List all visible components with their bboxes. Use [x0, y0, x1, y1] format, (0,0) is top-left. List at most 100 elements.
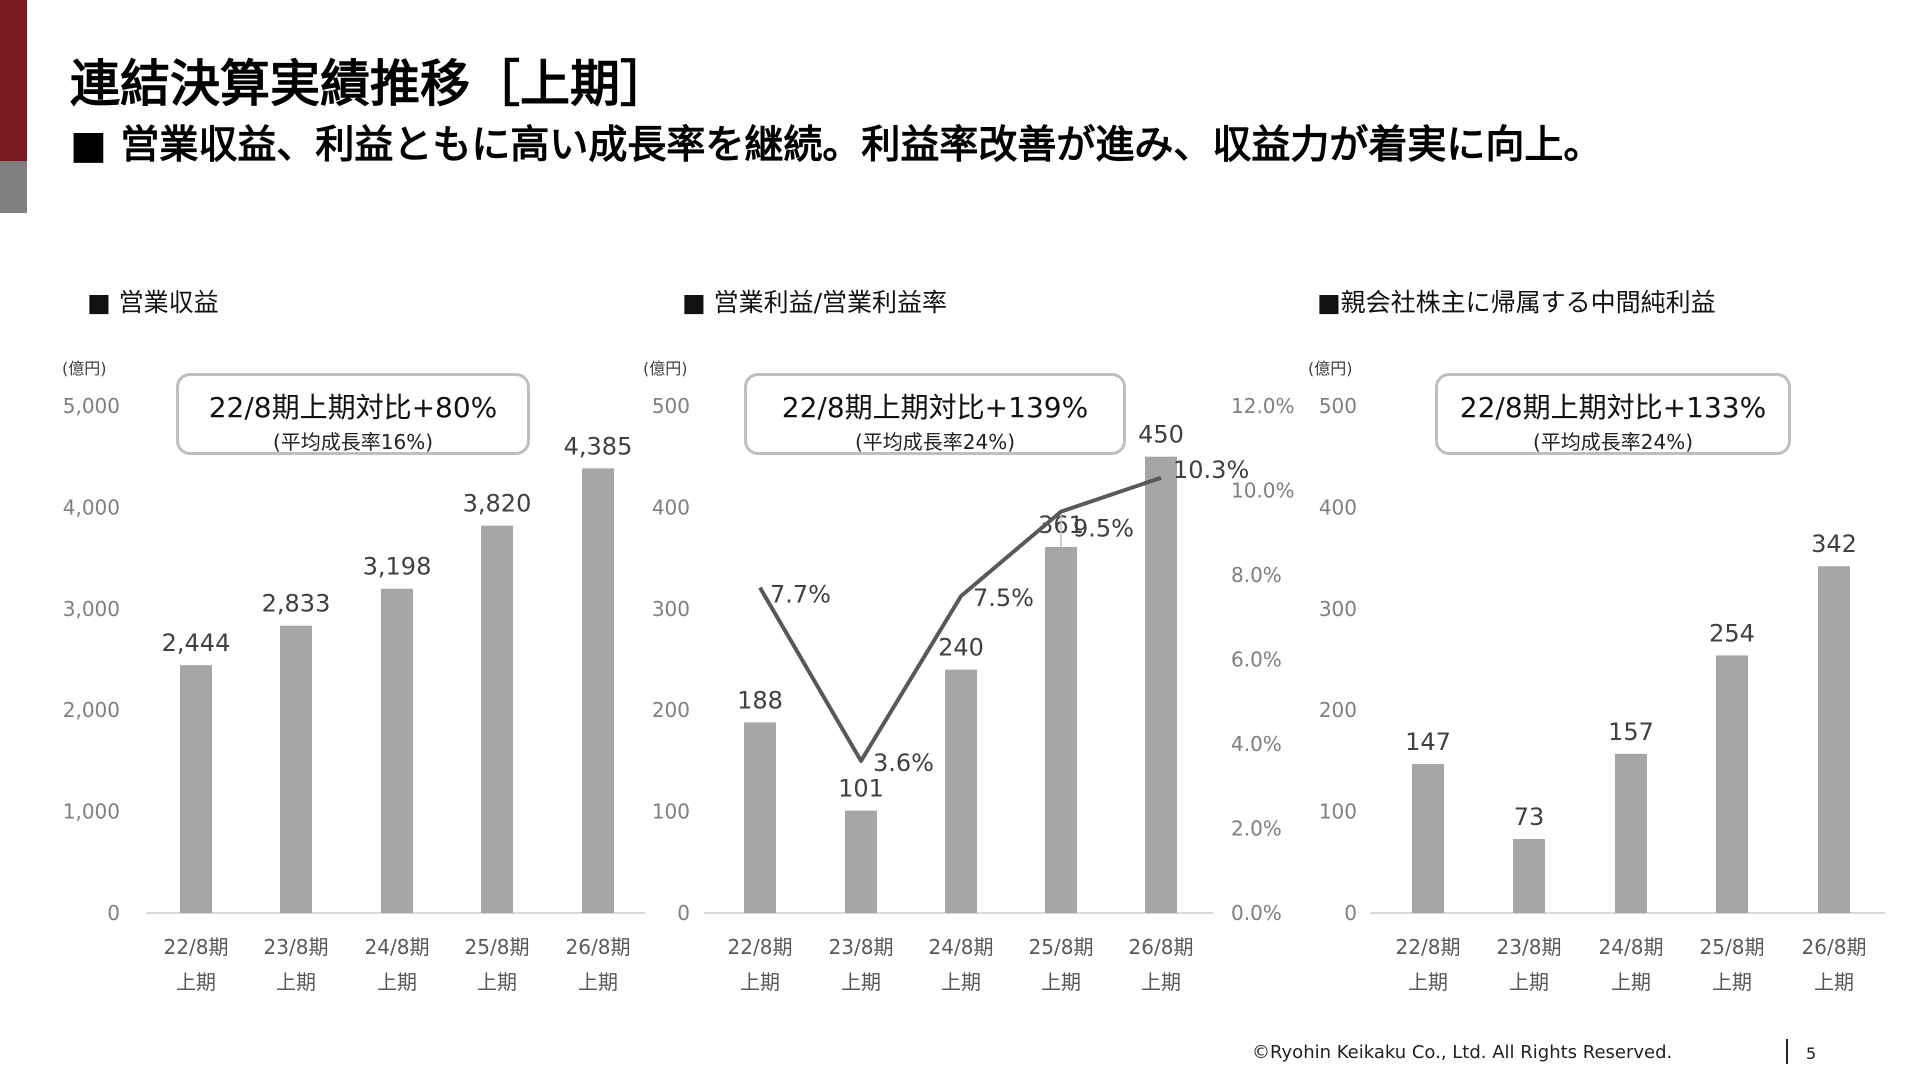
- line-value-label: 3.6%: [873, 749, 934, 777]
- bar-value-label: 4,385: [564, 432, 633, 460]
- page-title: 連結決算実績推移［上期］: [70, 55, 670, 113]
- bar: [845, 810, 877, 913]
- bar: [1716, 655, 1748, 913]
- margin-line: [758, 475, 1162, 763]
- y-tick-label: 5,000: [63, 394, 120, 418]
- y-tick-label: 100: [652, 800, 690, 824]
- y2-tick-label: 8.0%: [1231, 563, 1282, 587]
- y-tick-label: 0: [107, 901, 120, 925]
- y-tick-label: 500: [1319, 394, 1357, 418]
- bar-value-label: 450: [1138, 421, 1184, 449]
- y-tick-label: 100: [1319, 800, 1357, 824]
- y2-tick-label: 10.0%: [1231, 479, 1295, 503]
- y-tick-label: 400: [1319, 495, 1357, 519]
- callout-sub: (平均成長率24%): [1532, 430, 1694, 454]
- bar-value-label: 254: [1709, 619, 1755, 647]
- x-tick-label: 23/8期: [264, 935, 329, 959]
- x-tick-label: 22/8期: [1396, 935, 1461, 959]
- x-tick-label: 上期: [841, 970, 881, 994]
- y2-tick-label: 4.0%: [1231, 732, 1282, 756]
- bar: [1818, 566, 1850, 913]
- bar-value-label: 3,820: [463, 490, 532, 518]
- bar-value-label: 342: [1811, 530, 1857, 558]
- x-tick-label: 25/8期: [465, 935, 530, 959]
- bar: [1045, 546, 1077, 913]
- x-tick-label: 26/8期: [566, 935, 631, 959]
- bar: [744, 722, 776, 913]
- x-tick-label: 22/8期: [164, 935, 229, 959]
- accent-bar-red: [0, 0, 27, 161]
- bar: [481, 525, 513, 913]
- y-tick-label: 300: [652, 597, 690, 621]
- x-tick-label: 22/8期: [728, 935, 793, 959]
- x-tick-label: 26/8期: [1802, 935, 1867, 959]
- x-tick-label: 24/8期: [365, 935, 430, 959]
- bar-value-label: 3,198: [363, 553, 432, 581]
- chart-title-revenue: ■ 営業収益: [87, 288, 219, 317]
- y-tick-label: 0: [1344, 901, 1357, 925]
- y2-tick-label: 12.0%: [1231, 394, 1295, 418]
- callout-net-income: 22/8期上期対比+133% (平均成長率24%): [1435, 373, 1791, 455]
- x-tick-label: 上期: [1814, 970, 1854, 994]
- y-tick-label: 2,000: [63, 698, 120, 722]
- line-value-label: 10.3%: [1173, 456, 1249, 484]
- y-tick-label: 300: [1319, 597, 1357, 621]
- bar-value-label: 2,833: [262, 590, 331, 618]
- y-axis-unit: (億円): [1308, 359, 1353, 378]
- copyright: ©Ryohin Keikaku Co., Ltd. All Rights Res…: [1252, 1042, 1673, 1063]
- bar-value-label: 188: [737, 686, 783, 714]
- x-tick-label: 上期: [1408, 970, 1448, 994]
- callout-main: 22/8期上期対比+139%: [781, 391, 1089, 424]
- bar-value-label: 101: [838, 775, 884, 803]
- line-value-label: 9.5%: [1073, 515, 1134, 543]
- page-subtitle: ■ 営業収益、利益ともに高い成長率を継続。利益率改善が進み、収益力が着実に向上。: [70, 123, 1603, 168]
- x-tick-label: 上期: [1509, 970, 1549, 994]
- page-number: 5: [1806, 1044, 1817, 1063]
- chart-title-operating-profit: ■ 営業利益/営業利益率: [682, 288, 947, 317]
- x-tick-label: 上期: [1041, 970, 1081, 994]
- callout-main: 22/8期上期対比+133%: [1459, 391, 1767, 424]
- x-tick-label: 23/8期: [1497, 935, 1562, 959]
- callout-sub: (平均成長率16%): [272, 430, 434, 454]
- x-tick-label: 上期: [477, 970, 517, 994]
- bar: [381, 588, 413, 913]
- y-tick-label: 1,000: [63, 800, 120, 824]
- callout-sub: (平均成長率24%): [854, 430, 1016, 454]
- y-tick-label: 0: [677, 901, 690, 925]
- bar: [280, 625, 312, 913]
- y-axis-unit: (億円): [643, 359, 688, 378]
- bar-value-label: 147: [1405, 728, 1451, 756]
- bar: [1513, 838, 1545, 913]
- x-tick-label: 上期: [176, 970, 216, 994]
- footer-divider: [1786, 1039, 1788, 1064]
- line-value-label: 7.5%: [973, 584, 1034, 612]
- bar: [180, 665, 212, 913]
- accent-bar-gray: [0, 161, 27, 213]
- x-tick-label: 上期: [941, 970, 981, 994]
- x-tick-label: 26/8期: [1129, 935, 1194, 959]
- bar-value-label: 157: [1608, 718, 1654, 746]
- x-tick-label: 上期: [740, 970, 780, 994]
- x-tick-label: 上期: [276, 970, 316, 994]
- y-tick-label: 500: [652, 394, 690, 418]
- x-tick-label: 上期: [578, 970, 618, 994]
- y-axis-unit: (億円): [62, 359, 107, 378]
- x-tick-label: 上期: [377, 970, 417, 994]
- bar: [1615, 753, 1647, 913]
- callout-revenue: 22/8期上期対比+80% (平均成長率16%): [176, 373, 530, 455]
- y-tick-label: 4,000: [63, 495, 120, 519]
- bar-value-label: 240: [938, 634, 984, 662]
- bar: [945, 669, 977, 913]
- x-tick-label: 上期: [1712, 970, 1752, 994]
- y2-tick-label: 0.0%: [1231, 901, 1282, 925]
- bar: [1412, 763, 1444, 913]
- x-tick-label: 25/8期: [1700, 935, 1765, 959]
- bar: [1145, 456, 1177, 913]
- y-tick-label: 200: [652, 698, 690, 722]
- x-tick-label: 24/8期: [929, 935, 994, 959]
- x-tick-label: 25/8期: [1029, 935, 1094, 959]
- x-tick-label: 上期: [1611, 970, 1651, 994]
- y-tick-label: 200: [1319, 698, 1357, 722]
- callout-main: 22/8期上期対比+80%: [208, 391, 498, 424]
